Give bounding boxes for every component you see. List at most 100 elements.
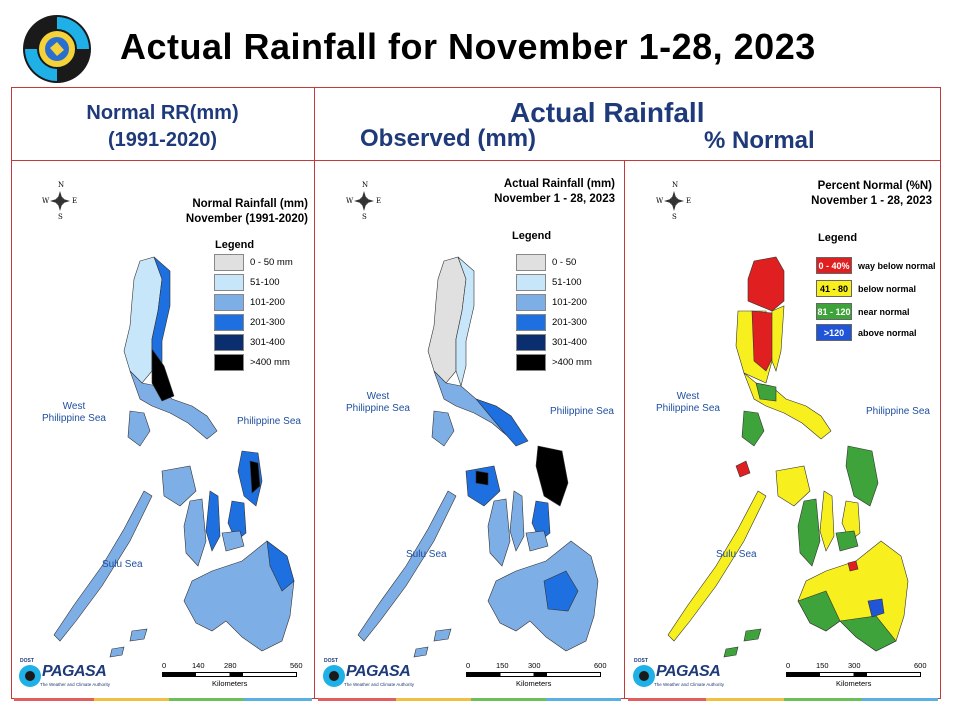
- scale-bar: 0 150 300 600 Kilometers: [786, 661, 936, 691]
- legend-swatch: [516, 314, 546, 331]
- legend-item: 101-200: [516, 294, 587, 311]
- map-region-negros: [487, 498, 511, 567]
- map-region-mindoro: [431, 410, 455, 447]
- map-region-mindanao-red: [847, 560, 859, 572]
- sea-label-west: West Philippine Sea: [656, 391, 720, 415]
- scale-tick: 560: [290, 661, 303, 670]
- scale-tick: 600: [594, 661, 607, 670]
- percent-map-title-line2: November 1 - 28, 2023: [811, 195, 932, 207]
- compass-n: N: [362, 181, 369, 189]
- map-region-negros: [797, 498, 821, 567]
- legend-item: 301-400: [214, 334, 285, 351]
- stripe-segment: [706, 698, 784, 701]
- sea-label-west-line1: West: [366, 391, 390, 402]
- stripe-segment: [628, 698, 706, 701]
- legend-item: 201-300: [214, 314, 285, 331]
- sea-label-west-line1: West: [62, 401, 86, 412]
- scale-tick: 150: [496, 661, 509, 670]
- legend-item: 301-400: [516, 334, 587, 351]
- legend-label: 101-200: [552, 297, 587, 308]
- map-region-bicol: [475, 398, 529, 447]
- legend-label: 0 - 50 mm: [250, 257, 293, 268]
- percent-normal-map: [667, 256, 909, 658]
- observed-map-title-line2: November 1 - 28, 2023: [494, 193, 615, 205]
- observed-legend-title: Legend: [512, 230, 552, 242]
- legend-swatch: [214, 254, 244, 271]
- sea-label-east: Philippine Sea: [866, 406, 930, 417]
- stripe-segment: [396, 698, 471, 701]
- map-region-sulu: [129, 628, 148, 642]
- legend-item: 0 - 40% way below normal: [816, 257, 936, 274]
- scale-tick: 150: [816, 661, 829, 670]
- map-region-panay: [465, 465, 501, 507]
- dost-label: DOST: [634, 658, 648, 664]
- map-region-negros: [183, 498, 207, 567]
- stripe-segment: [784, 698, 862, 701]
- map-region-samar: [845, 445, 879, 507]
- map-region-mindanao: [487, 540, 599, 652]
- normal-rainfall-map: [53, 256, 295, 658]
- pagasa-footer-logo: DOST PAGASA The Weather and Climate Auth…: [320, 656, 415, 696]
- header-bottom-rule: [11, 160, 941, 161]
- stripe-segment: [244, 698, 312, 701]
- legend-label: below normal: [858, 283, 917, 294]
- sea-label-sulu: Sulu Sea: [716, 549, 757, 560]
- legend-item: 0 - 50 mm: [214, 254, 293, 271]
- stripe-segment: [471, 698, 546, 701]
- scale-tick: 600: [914, 661, 927, 670]
- map-region-palawan: [53, 490, 153, 642]
- map-region-luzon-center-red: [751, 310, 777, 372]
- percent-normal-map-panel: Percent Normal (%N) November 1 - 28, 202…: [626, 161, 940, 698]
- sea-label-west-line2: Philippine Sea: [42, 413, 106, 424]
- legend-swatch: 81 - 120: [816, 303, 852, 320]
- legend-swatch: [214, 314, 244, 331]
- map-region-mindanao-south-green: [839, 615, 897, 652]
- page-title: Actual Rainfall for November 1-28, 2023: [120, 26, 816, 67]
- map-region-luzon-east: [771, 305, 785, 372]
- legend-item: 51-100: [214, 274, 280, 291]
- compass-s: S: [672, 213, 677, 221]
- dost-label: DOST: [324, 658, 338, 664]
- legend-item: 81 - 120 near normal: [816, 303, 910, 320]
- actual-rainfall-heading: Actual Rainfall: [510, 97, 705, 128]
- legend-item: 201-300: [516, 314, 587, 331]
- panel-divider: [624, 161, 625, 698]
- percent-legend-title: Legend: [818, 232, 858, 244]
- legend-item: >120 above normal: [816, 324, 917, 341]
- pagasa-footer-logo: DOST PAGASA The Weather and Climate Auth…: [16, 656, 111, 696]
- legend-range: 41 - 80: [819, 283, 849, 294]
- legend-item: 101-200: [214, 294, 285, 311]
- map-region-mindanao-green: [797, 590, 841, 632]
- legend-label: 51-100: [552, 277, 582, 288]
- legend-swatch: [214, 294, 244, 311]
- map-region-tawi: [413, 646, 429, 658]
- pagasa-tagline: The Weather and Climate Authority: [344, 682, 414, 687]
- legend-swatch: >120: [816, 324, 852, 341]
- map-region-palawan: [357, 490, 457, 642]
- legend-label: >400 mm: [552, 357, 592, 368]
- scale-tick: 0: [162, 661, 167, 670]
- sea-label-west-line2: Philippine Sea: [346, 403, 410, 414]
- stripe-segment: [862, 698, 938, 701]
- scale-tick: 280: [224, 661, 237, 670]
- legend-label: 101-200: [250, 297, 285, 308]
- percent-map-title-line1: Percent Normal (%N): [817, 180, 932, 192]
- scale-tick: 0: [466, 661, 471, 670]
- normal-map-title-line1: Normal Rainfall (mm): [192, 198, 308, 210]
- map-region-mindanao-center: [543, 570, 579, 612]
- observed-rainfall-map: [357, 256, 599, 658]
- legend-item: 0 - 50: [516, 254, 576, 271]
- observed-heading: Observed (mm): [360, 125, 537, 152]
- normal-map-title-line2: November (1991-2020): [185, 213, 308, 225]
- stripe-segment: [169, 698, 244, 701]
- legend-label: near normal: [858, 306, 910, 317]
- legend-label: way below normal: [858, 260, 936, 271]
- sea-label-west-line1: West: [676, 391, 700, 402]
- scale-tick: 140: [192, 661, 205, 670]
- legend-item: 41 - 80 below normal: [816, 280, 916, 297]
- map-region-cebu: [819, 490, 835, 552]
- sea-label-east: Philippine Sea: [550, 406, 614, 417]
- pagasa-footer-logo: DOST PAGASA The Weather and Climate Auth…: [630, 656, 725, 696]
- legend-range: 81 - 120: [817, 306, 851, 317]
- legend-range: >120: [823, 327, 845, 338]
